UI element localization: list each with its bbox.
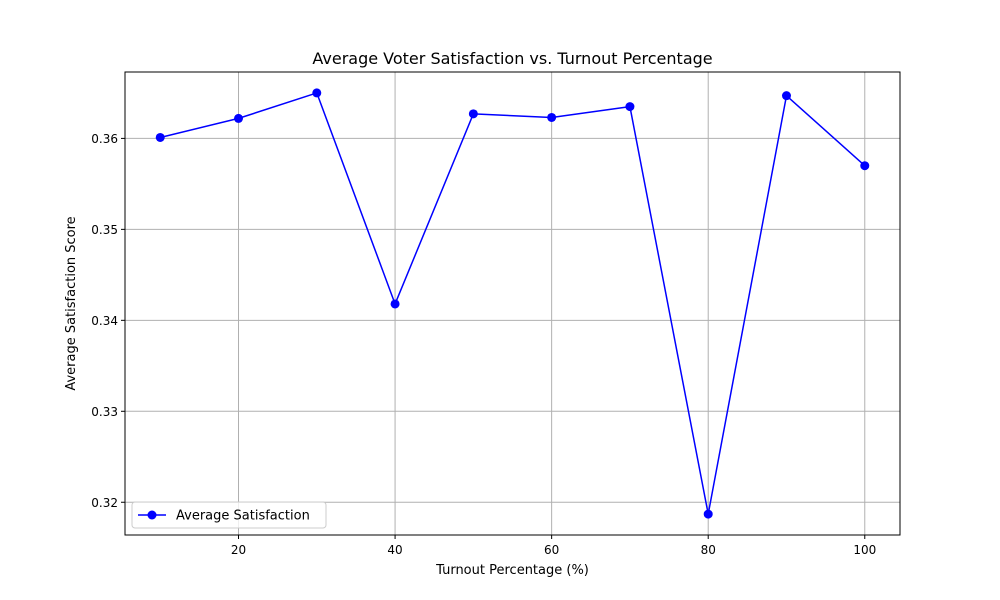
data-point (625, 102, 635, 112)
data-point (312, 88, 322, 98)
y-tick-label: 0.32 (91, 496, 118, 510)
data-point (155, 132, 165, 142)
data-point (468, 109, 478, 119)
data-point (703, 509, 713, 519)
data-point (390, 299, 400, 309)
grid (125, 72, 900, 535)
legend-marker-swatch (147, 510, 157, 520)
data-point (234, 113, 244, 123)
data-point (547, 112, 557, 122)
y-axis: 0.32 0.33 0.34 0.35 0.36 (91, 132, 125, 510)
y-tick-label: 0.34 (91, 314, 118, 328)
x-tick-label: 100 (853, 543, 876, 557)
x-tick-label: 60 (544, 543, 559, 557)
x-axis-label: Turnout Percentage (%) (435, 563, 589, 578)
y-axis-label: Average Satisfaction Score (64, 216, 79, 390)
y-tick-label: 0.33 (91, 405, 118, 419)
chart-title: Average Voter Satisfaction vs. Turnout P… (312, 49, 712, 68)
plot-area-frame (124, 71, 901, 536)
legend: Average Satisfaction (131, 501, 327, 529)
x-axis: 20 40 60 80 100 (231, 535, 876, 557)
y-tick-label: 0.36 (91, 132, 118, 146)
series-line (160, 92, 866, 515)
series-layer (155, 88, 870, 519)
data-point (860, 161, 870, 171)
x-tick-label: 40 (387, 543, 402, 557)
data-point (781, 91, 791, 101)
legend-box (131, 501, 327, 529)
x-tick-label: 20 (231, 543, 246, 557)
x-tick-label: 80 (701, 543, 716, 557)
legend-label: Average Satisfaction (176, 509, 310, 524)
y-tick-label: 0.35 (91, 223, 118, 237)
